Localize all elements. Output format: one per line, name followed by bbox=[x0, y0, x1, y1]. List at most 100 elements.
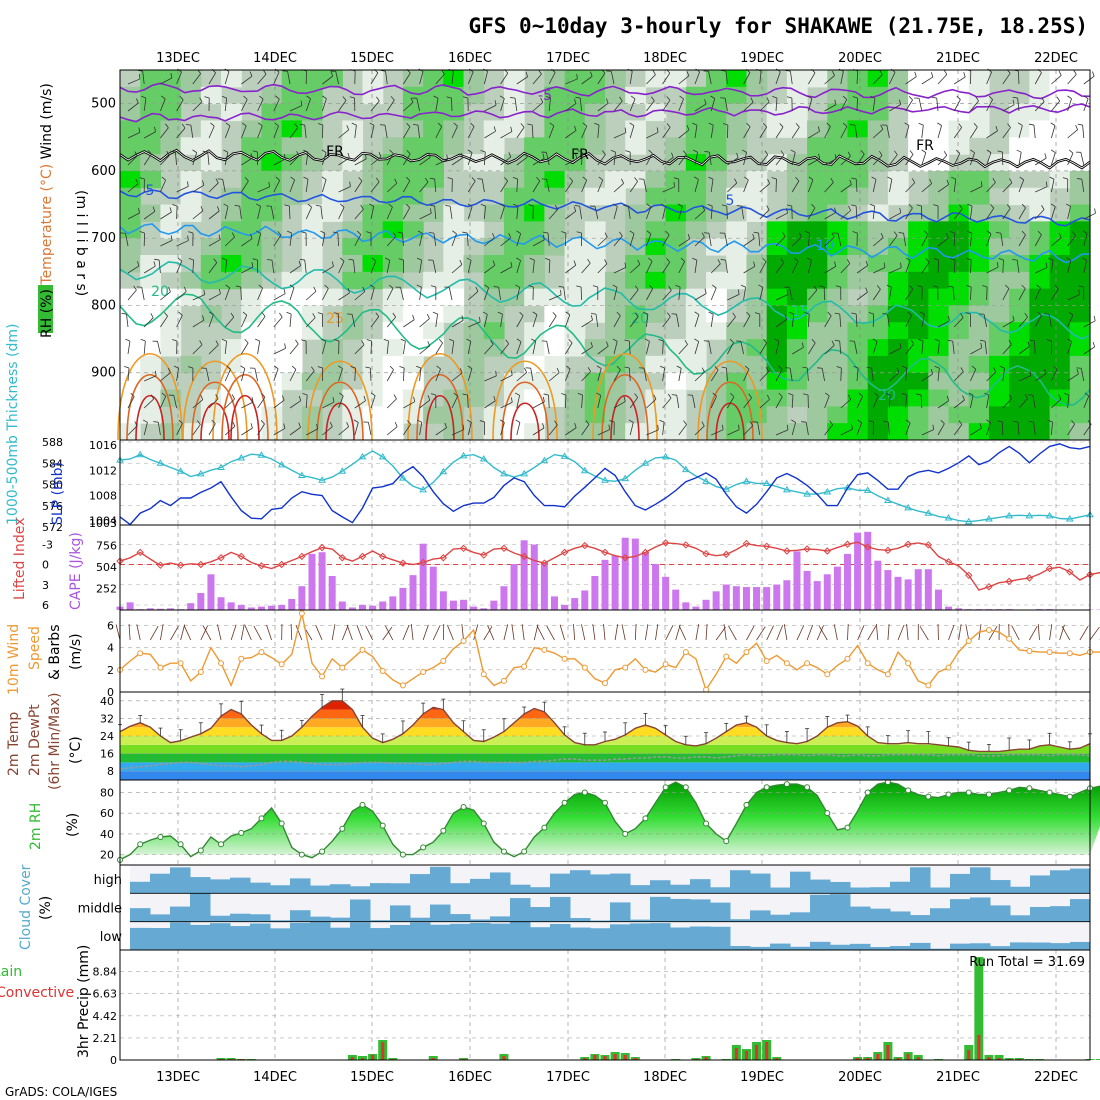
rh-point bbox=[359, 801, 366, 808]
wind-speed-point bbox=[1026, 648, 1033, 654]
wind-barb bbox=[791, 347, 804, 355]
wind-barb-flag bbox=[370, 392, 376, 397]
wind-barb-flag bbox=[871, 176, 877, 180]
wind-barb-flag bbox=[215, 394, 219, 399]
wind-barb bbox=[331, 624, 336, 641]
wind-barb bbox=[386, 235, 397, 247]
wind-barb-flag bbox=[708, 176, 714, 180]
wind-barb-flag bbox=[869, 203, 875, 207]
wind-barb bbox=[695, 624, 700, 641]
rh-cell bbox=[402, 372, 424, 391]
cloud-cell bbox=[510, 921, 531, 950]
wind-barb-flag bbox=[801, 421, 807, 423]
wind-barb bbox=[1083, 346, 1095, 355]
rh-cell bbox=[625, 238, 647, 256]
wind-barb bbox=[338, 100, 347, 112]
wind-barb bbox=[516, 260, 521, 274]
thickness-point bbox=[924, 509, 933, 516]
cape-bar bbox=[854, 532, 862, 610]
rh-cell bbox=[1049, 103, 1071, 122]
wind-barb bbox=[451, 264, 463, 274]
cloud-cell bbox=[770, 914, 791, 922]
wind-barb bbox=[565, 342, 573, 355]
rh-cell bbox=[261, 305, 283, 323]
wind-barb-flag bbox=[1058, 394, 1062, 400]
cloud-cell bbox=[610, 902, 631, 922]
upper-air-ylabel-part: Temperature (°C) bbox=[39, 159, 55, 285]
rh-cell bbox=[766, 322, 788, 340]
wind-barb-flag bbox=[298, 422, 301, 428]
cloud-cell bbox=[750, 873, 771, 894]
wind-barb bbox=[565, 181, 574, 193]
wind-barb-flag bbox=[813, 285, 818, 291]
rh-cell bbox=[200, 154, 222, 172]
rh-cell bbox=[887, 187, 909, 206]
rh-tick-label: 80 bbox=[100, 786, 114, 799]
wind-barb-flag bbox=[560, 289, 562, 295]
wind-barb-flag bbox=[1028, 420, 1034, 423]
wind-barb-flag bbox=[986, 149, 992, 154]
rh-cell bbox=[160, 322, 182, 340]
rh-cell bbox=[261, 154, 283, 172]
rh-cell bbox=[706, 271, 727, 290]
wind-barb-flag bbox=[624, 262, 627, 268]
cloud-cell bbox=[950, 873, 971, 894]
wind-barb-flag bbox=[259, 95, 264, 100]
wind-barb-flag bbox=[1083, 95, 1089, 100]
rh-cell bbox=[200, 423, 222, 441]
cloud-cell bbox=[670, 884, 691, 894]
wind-barb-flag bbox=[753, 231, 759, 234]
wind-barb bbox=[305, 317, 316, 328]
wind-barb-flag bbox=[166, 151, 170, 156]
rh-cell bbox=[261, 103, 283, 122]
rh-cell bbox=[322, 389, 343, 407]
wind-barb-flag bbox=[734, 178, 738, 184]
wind-barb bbox=[386, 153, 394, 166]
wind-barb-flag bbox=[430, 285, 436, 288]
wind-barb-flag bbox=[275, 176, 280, 181]
wind-barb-flag bbox=[154, 126, 156, 132]
wind-barb bbox=[365, 625, 373, 641]
cloud-cell bbox=[210, 923, 231, 950]
rh-point bbox=[319, 848, 326, 855]
cloud-cell bbox=[610, 873, 631, 894]
cloud-cell bbox=[590, 874, 611, 894]
temp-tick-label: 40 bbox=[100, 695, 114, 708]
cloud-cell bbox=[510, 898, 531, 922]
wind-barb-flag bbox=[860, 150, 865, 155]
wind-barb bbox=[500, 72, 509, 85]
lifted-index-point bbox=[601, 548, 609, 557]
wind-barb bbox=[887, 624, 890, 641]
wind-speed-point bbox=[319, 673, 326, 680]
wind-barb bbox=[253, 625, 262, 641]
wind-barb-flag bbox=[428, 232, 434, 234]
wind-barb bbox=[224, 426, 236, 436]
wind-barb-flag bbox=[1047, 419, 1053, 423]
rh-cell bbox=[1049, 137, 1071, 155]
rh-cell bbox=[322, 204, 343, 222]
rh-cell bbox=[160, 120, 182, 138]
wind-barb bbox=[435, 314, 438, 328]
rh-cell bbox=[463, 70, 485, 88]
wind-barb-flag bbox=[832, 70, 835, 76]
wind-barb-flag bbox=[475, 286, 479, 292]
rh-cell bbox=[625, 305, 647, 323]
wind-barb bbox=[127, 183, 139, 193]
wind-barb bbox=[565, 130, 577, 139]
wind-barb-flag bbox=[199, 340, 203, 346]
wind-barb bbox=[743, 152, 747, 166]
rh-cell bbox=[645, 221, 667, 239]
wind-barb-flag bbox=[883, 262, 886, 268]
wind-barb bbox=[953, 99, 961, 112]
wind-barb-flag bbox=[388, 284, 394, 289]
wind-barb bbox=[127, 368, 130, 382]
wind-barb-flag bbox=[762, 257, 767, 262]
rh-cell bbox=[503, 70, 525, 88]
wind-barb-flag bbox=[908, 203, 913, 209]
wind-barb-flag bbox=[573, 206, 577, 212]
wind-barb bbox=[856, 97, 858, 112]
precip-convective-bar bbox=[755, 1045, 759, 1060]
rh-cell bbox=[524, 372, 545, 391]
wind-barb-flag bbox=[515, 392, 520, 396]
